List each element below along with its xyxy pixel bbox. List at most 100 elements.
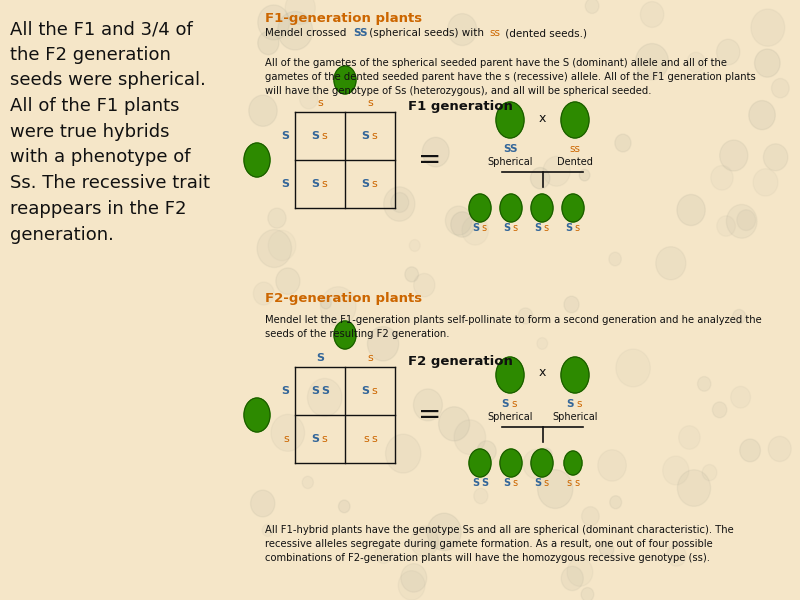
Text: S: S xyxy=(321,386,329,396)
Text: S: S xyxy=(503,478,510,488)
Ellipse shape xyxy=(450,212,474,237)
Ellipse shape xyxy=(562,194,584,222)
Ellipse shape xyxy=(477,441,496,462)
Ellipse shape xyxy=(299,89,318,109)
Ellipse shape xyxy=(438,407,470,441)
Text: S: S xyxy=(281,386,289,396)
Text: s: s xyxy=(363,434,369,444)
Ellipse shape xyxy=(678,470,710,506)
Ellipse shape xyxy=(610,496,622,509)
Ellipse shape xyxy=(271,415,305,451)
Ellipse shape xyxy=(262,524,274,536)
Text: S: S xyxy=(311,434,319,444)
Text: s: s xyxy=(543,223,548,233)
Ellipse shape xyxy=(717,216,735,236)
Text: F1-generation plants: F1-generation plants xyxy=(265,12,422,25)
Text: s: s xyxy=(574,478,579,488)
Ellipse shape xyxy=(268,208,286,228)
Ellipse shape xyxy=(771,79,789,98)
Ellipse shape xyxy=(561,102,589,138)
Text: =: = xyxy=(418,401,442,429)
Text: S: S xyxy=(281,131,289,141)
Ellipse shape xyxy=(268,230,296,260)
Text: s: s xyxy=(567,478,572,488)
Ellipse shape xyxy=(258,5,290,40)
Text: ss: ss xyxy=(570,144,581,154)
Text: Dented: Dented xyxy=(557,157,593,167)
Text: s: s xyxy=(543,478,548,488)
Text: =: = xyxy=(418,146,442,174)
Ellipse shape xyxy=(753,169,778,196)
Ellipse shape xyxy=(500,194,522,222)
Ellipse shape xyxy=(454,420,486,455)
Text: All of the gametes of the spherical seeded parent have the S (dominant) allele a: All of the gametes of the spherical seed… xyxy=(265,58,727,68)
Ellipse shape xyxy=(338,500,350,513)
Text: Spherical: Spherical xyxy=(487,412,533,422)
Text: S: S xyxy=(472,478,479,488)
Text: s: s xyxy=(371,131,377,141)
Ellipse shape xyxy=(562,566,583,590)
Ellipse shape xyxy=(754,49,780,77)
Text: seeds of the resulting F2 generation.: seeds of the resulting F2 generation. xyxy=(265,329,450,339)
Ellipse shape xyxy=(498,121,514,137)
Text: x: x xyxy=(538,367,546,379)
Text: gametes of the dented seeded parent have the s (recessive) allele. All of the F1: gametes of the dented seeded parent have… xyxy=(265,72,756,82)
Ellipse shape xyxy=(374,544,392,563)
Ellipse shape xyxy=(733,310,746,324)
Ellipse shape xyxy=(751,9,785,46)
Ellipse shape xyxy=(469,449,491,477)
Ellipse shape xyxy=(609,252,622,266)
Text: All the F1 and 3/4 of
the F2 generation
seeds were spherical.
All of the F1 plan: All the F1 and 3/4 of the F2 generation … xyxy=(10,20,210,244)
Text: x: x xyxy=(538,112,546,124)
Text: S: S xyxy=(311,179,319,189)
Text: S: S xyxy=(281,179,289,189)
Ellipse shape xyxy=(254,282,274,305)
Text: s: s xyxy=(371,179,377,189)
Ellipse shape xyxy=(717,39,740,65)
Ellipse shape xyxy=(537,338,548,349)
Ellipse shape xyxy=(446,206,472,235)
Text: s: s xyxy=(317,98,323,108)
Text: S: S xyxy=(502,399,509,409)
Ellipse shape xyxy=(448,14,477,46)
Ellipse shape xyxy=(250,490,275,517)
Ellipse shape xyxy=(422,137,449,167)
Ellipse shape xyxy=(398,571,425,600)
Ellipse shape xyxy=(244,398,270,432)
Ellipse shape xyxy=(401,563,426,592)
Text: S: S xyxy=(361,386,369,396)
Ellipse shape xyxy=(656,247,686,280)
Ellipse shape xyxy=(427,513,461,551)
Ellipse shape xyxy=(523,449,550,479)
Ellipse shape xyxy=(531,194,553,222)
Text: SS: SS xyxy=(353,28,367,38)
Text: s: s xyxy=(367,353,373,363)
Ellipse shape xyxy=(586,0,599,13)
Ellipse shape xyxy=(334,66,356,94)
Text: All F1-hybrid plants have the genotype Ss and all are spherical (dominant charac: All F1-hybrid plants have the genotype S… xyxy=(265,525,734,535)
Ellipse shape xyxy=(713,402,727,418)
Ellipse shape xyxy=(640,2,664,28)
Text: s: s xyxy=(283,434,289,444)
Ellipse shape xyxy=(598,450,626,481)
Text: F2-generation plants: F2-generation plants xyxy=(265,292,422,305)
Ellipse shape xyxy=(334,321,356,349)
Ellipse shape xyxy=(561,357,589,393)
Ellipse shape xyxy=(698,377,711,391)
Ellipse shape xyxy=(710,166,733,190)
Text: S: S xyxy=(534,223,541,233)
Ellipse shape xyxy=(530,167,550,189)
Ellipse shape xyxy=(599,542,614,557)
Text: s: s xyxy=(481,223,486,233)
Ellipse shape xyxy=(579,169,590,181)
Text: S: S xyxy=(311,131,319,141)
Text: S: S xyxy=(361,179,369,189)
Ellipse shape xyxy=(543,157,570,186)
Ellipse shape xyxy=(414,274,435,297)
Text: s: s xyxy=(576,399,582,409)
Text: S: S xyxy=(472,223,479,233)
Text: S: S xyxy=(361,131,369,141)
Text: SS: SS xyxy=(502,144,518,154)
Text: (dented seeds.): (dented seeds.) xyxy=(502,28,587,38)
Ellipse shape xyxy=(414,389,442,421)
